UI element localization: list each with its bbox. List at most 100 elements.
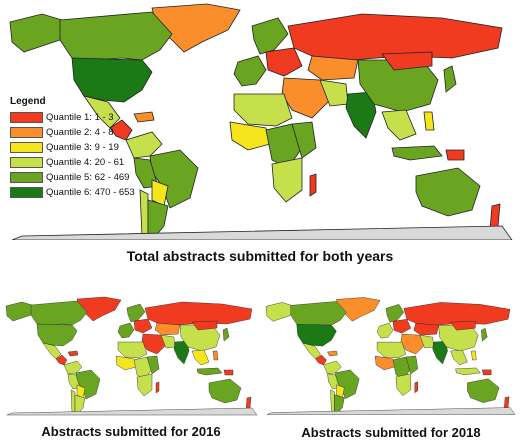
world-map-2018 [262, 294, 518, 416]
legend-title: Legend [10, 96, 46, 107]
region-north-africa [376, 341, 407, 359]
legend-label: Quantile 3: 9 - 19 [46, 142, 119, 153]
region-scandinavia [251, 17, 289, 55]
region-mongolia [381, 51, 433, 71]
region-central-africa [265, 123, 303, 169]
region-colombia-venezuela [63, 360, 83, 375]
map-2018-shapes [265, 297, 516, 415]
legend-item: Quantile 6: 470 - 653 [10, 185, 135, 200]
region-southern-africa [271, 157, 303, 203]
region-alaska [265, 302, 292, 322]
legend-swatch [10, 142, 43, 153]
region-argentina [334, 394, 345, 414]
legend-swatch [10, 127, 43, 138]
world-map-2016 [2, 294, 260, 416]
map-legend: Legend Quantile 1: 1 - 3 Quantile 2: 4 - … [10, 96, 135, 200]
region-russia [144, 301, 253, 326]
region-scandinavia [126, 303, 146, 323]
region-se-asia [450, 349, 468, 366]
region-russia [403, 302, 511, 326]
region-se-asia [381, 109, 417, 141]
region-indonesia [391, 145, 443, 161]
map-2016-shapes [5, 296, 258, 416]
region-mongolia [450, 321, 476, 331]
region-se-asia [191, 349, 210, 366]
region-north-africa [233, 93, 293, 127]
main-map-caption: Total abstracts submitted for both years [126, 248, 394, 264]
region-mexico [302, 342, 321, 360]
region-australia [208, 378, 242, 404]
legend-label: Quantile 2: 4 - 8 [46, 127, 114, 138]
map-2018-caption: Abstracts submitted for 2018 [301, 425, 481, 440]
region-caribbean [133, 111, 155, 123]
region-japan [222, 327, 230, 342]
region-madagascar [414, 381, 418, 394]
region-usa [71, 57, 153, 103]
region-central-america [55, 354, 68, 366]
legend-item: Quantile 5: 62 - 469 [10, 170, 135, 185]
map-2016-caption: Abstracts submitted for 2016 [41, 424, 221, 439]
region-png [445, 149, 465, 161]
legend-swatch [10, 172, 43, 183]
region-antarctica [266, 407, 516, 415]
region-usa [36, 323, 78, 347]
legend-swatch [10, 112, 43, 123]
region-west-africa [374, 355, 396, 371]
region-mexico [42, 342, 62, 360]
region-indonesia [455, 367, 481, 376]
region-alaska [9, 13, 63, 53]
region-japan [443, 65, 457, 93]
region-alaska [5, 301, 33, 322]
region-east-africa [291, 121, 317, 159]
region-philippines [212, 350, 219, 361]
legend-label: Quantile 4: 20 - 61 [46, 157, 125, 168]
region-central-africa [133, 356, 153, 380]
region-chile [70, 389, 76, 416]
region-canada [290, 301, 347, 326]
region-central-africa [392, 356, 412, 380]
region-north-africa [117, 341, 148, 359]
region-east-africa [146, 355, 160, 375]
region-central-america [109, 119, 133, 141]
region-west-africa [229, 121, 271, 151]
legend-label: Quantile 6: 470 - 653 [46, 187, 135, 198]
region-eastern-europe [392, 319, 412, 334]
region-colombia-venezuela [125, 131, 163, 159]
region-eastern-europe [133, 318, 153, 334]
legend-swatch [10, 157, 43, 168]
region-western-europe [117, 322, 135, 339]
region-philippines [423, 111, 435, 131]
region-east-africa [405, 355, 418, 375]
region-russia [287, 13, 503, 61]
region-madagascar [309, 173, 317, 197]
region-colombia-venezuela [323, 360, 342, 375]
region-central-america [315, 354, 327, 366]
region-mongolia [191, 320, 218, 331]
legend-label: Quantile 5: 62 - 469 [46, 172, 130, 183]
region-canada [59, 11, 173, 61]
legend-label: Quantile 1: 1 - 3 [46, 112, 114, 123]
region-argentina [74, 394, 86, 415]
region-australia [467, 378, 500, 403]
region-philippines [471, 350, 477, 361]
region-eastern-europe [265, 47, 303, 77]
region-west-africa [115, 355, 137, 371]
legend-item: Quantile 4: 20 - 61 [10, 155, 135, 170]
region-argentina [147, 199, 169, 239]
region-antarctica [6, 407, 258, 416]
region-caribbean [327, 350, 338, 357]
region-antarctica [11, 225, 513, 240]
world-map-total [2, 0, 518, 240]
region-mexico [83, 95, 121, 129]
region-scandinavia [385, 304, 405, 323]
region-png [223, 369, 234, 376]
map-main-shapes [9, 3, 513, 240]
region-japan [481, 327, 488, 342]
region-kazakhstan [154, 322, 181, 336]
region-usa [296, 324, 337, 347]
region-indonesia [196, 367, 223, 376]
region-chile [139, 189, 149, 240]
region-western-europe [376, 323, 394, 339]
region-australia [415, 167, 481, 217]
region-caribbean [67, 350, 79, 357]
